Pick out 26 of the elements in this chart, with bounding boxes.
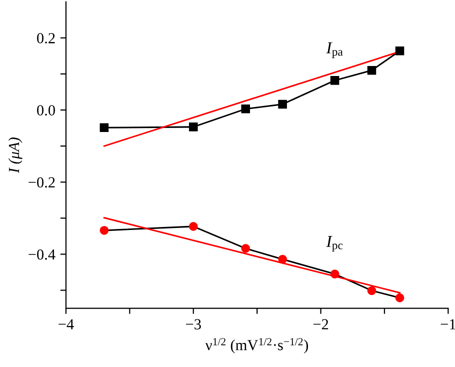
- x-tick-label: −1: [440, 319, 455, 330]
- y-tick-label: 0.2: [37, 33, 55, 44]
- point: [367, 286, 376, 296]
- x-tick-label: −2: [313, 319, 328, 330]
- y-tick-label: −0.2: [28, 177, 55, 188]
- y-axis-title: I (μA): [8, 137, 22, 174]
- y-tick-label: 0.0: [37, 105, 55, 116]
- point: [330, 270, 340, 278]
- point: [395, 293, 404, 302]
- x-axis-title: ν$^{1/2}$ (mV$^{1/2}$·s$^{−1/2}$): [205, 338, 308, 354]
- point: [188, 122, 198, 132]
- x-tick-label: −4: [58, 319, 74, 330]
- x-tick-label: −3: [186, 319, 201, 330]
- point: [241, 244, 250, 253]
- series-label: I$_{pa}$: [326, 42, 343, 58]
- point: [100, 226, 109, 235]
- point: [395, 46, 404, 56]
- point: [100, 123, 109, 132]
- point: [188, 222, 198, 231]
- series-label: I$_{pc}$: [326, 236, 343, 252]
- point: [367, 66, 376, 75]
- point: [278, 254, 287, 264]
- point: [330, 76, 340, 85]
- point: [278, 100, 287, 109]
- point: [241, 104, 250, 114]
- y-tick-label: −0.4: [28, 249, 56, 260]
